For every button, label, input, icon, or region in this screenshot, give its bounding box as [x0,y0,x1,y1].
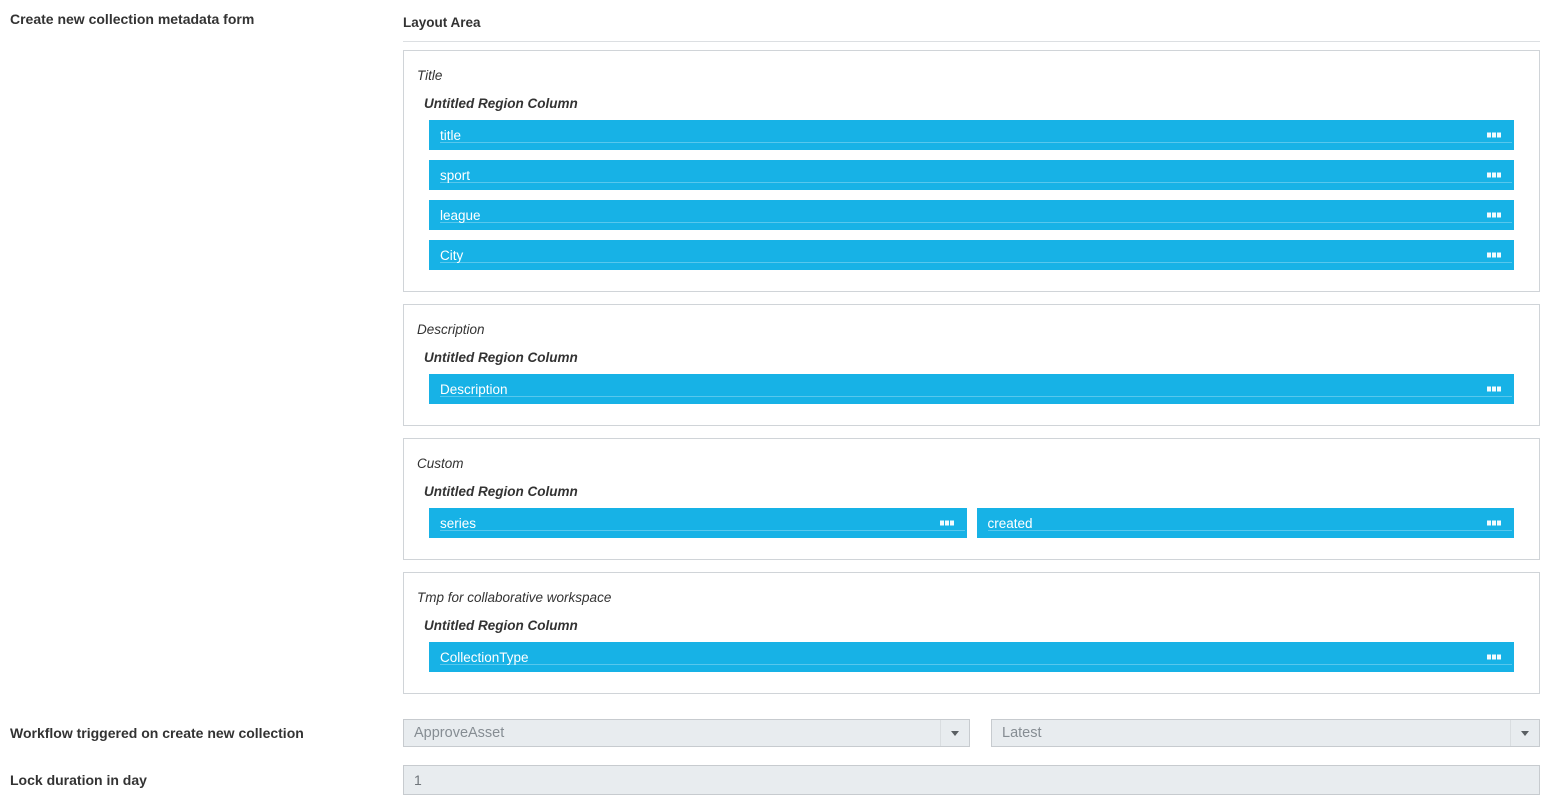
workflow-label: Workflow triggered on create new collect… [10,725,304,741]
field-bar-label: created [987,515,1033,531]
region-fields: title sport league City [429,120,1514,270]
workflow-select-value: ApproveAsset [414,725,505,741]
workflow-controls: ApproveAsset Latest [403,719,1540,747]
drag-handle-icon[interactable] [1487,212,1501,218]
lock-duration-controls [403,765,1540,795]
section-title: Tmp for collaborative workspace [417,590,612,605]
section-title: Description [417,322,485,337]
layout-section-2: Custom Untitled Region Column series create… [403,438,1540,560]
layout-section-3: Tmp for collaborative workspace Untitled … [403,572,1540,694]
left-label-column: Create new collection metadata form [0,0,403,28]
layout-section-1: Description Untitled Region Column Descrip… [403,304,1540,426]
field-bar-label: Description [440,381,508,397]
section-title: Custom [417,456,464,471]
workflow-version-select-value: Latest [1002,725,1042,741]
field-bar-label: title [440,127,462,143]
field-bar[interactable]: Description [429,374,1514,404]
field-bar-label: series [440,515,477,531]
field-bar[interactable]: created [976,508,1514,538]
region-fields: CollectionType [429,642,1514,672]
region-column-label: Untitled Region Column [424,350,578,365]
drag-handle-icon[interactable] [939,520,954,526]
layout-area-title: Layout Area [403,15,481,30]
metadata-form-row: Create new collection metadata form Layo… [0,0,1540,699]
create-form-label: Create new collection metadata form [10,11,255,27]
field-bar-label: City [440,247,464,263]
lock-duration-label: Lock duration in day [10,772,147,788]
drag-handle-icon[interactable] [1487,252,1501,258]
left-label-column: Lock duration in day [0,771,403,789]
region-fields: Description [429,374,1514,404]
workflow-select[interactable]: ApproveAsset [403,719,970,747]
workflow-version-select[interactable]: Latest [991,719,1540,747]
field-bar-label: CollectionType [440,649,529,665]
drag-handle-icon[interactable] [1487,654,1501,660]
drag-handle-icon[interactable] [1487,386,1501,392]
left-label-column: Workflow triggered on create new collect… [0,724,403,742]
field-bar[interactable]: CollectionType [429,642,1514,672]
drag-handle-icon[interactable] [1487,520,1501,526]
layout-area-divider [403,41,1540,42]
lock-duration-input[interactable] [403,765,1540,795]
region-column-label: Untitled Region Column [424,484,578,499]
section-title: Title [417,68,443,83]
field-bar[interactable]: sport [429,160,1514,190]
field-bar[interactable]: City [429,240,1514,270]
field-bar[interactable]: title [429,120,1514,150]
layout-area-column: Layout Area Title Untitled Region Column t… [403,0,1540,699]
layout-area: Title Untitled Region Column title sport lea… [403,50,1540,694]
workflow-row: Workflow triggered on create new collect… [0,719,1540,747]
field-bar[interactable]: league [429,200,1514,230]
region-column-label: Untitled Region Column [424,618,578,633]
drag-handle-icon[interactable] [1487,172,1501,178]
caret-down-icon [1510,720,1539,746]
region-fields: series created [429,508,1514,538]
region-column-label: Untitled Region Column [424,96,578,111]
field-bar-label: sport [440,167,471,183]
drag-handle-icon[interactable] [1487,132,1501,138]
caret-down-icon [940,720,969,746]
field-bar-label: league [440,207,481,223]
lock-duration-row: Lock duration in day [0,765,1540,795]
layout-section-0: Title Untitled Region Column title sport lea… [403,50,1540,292]
field-bar[interactable]: series [429,508,967,538]
